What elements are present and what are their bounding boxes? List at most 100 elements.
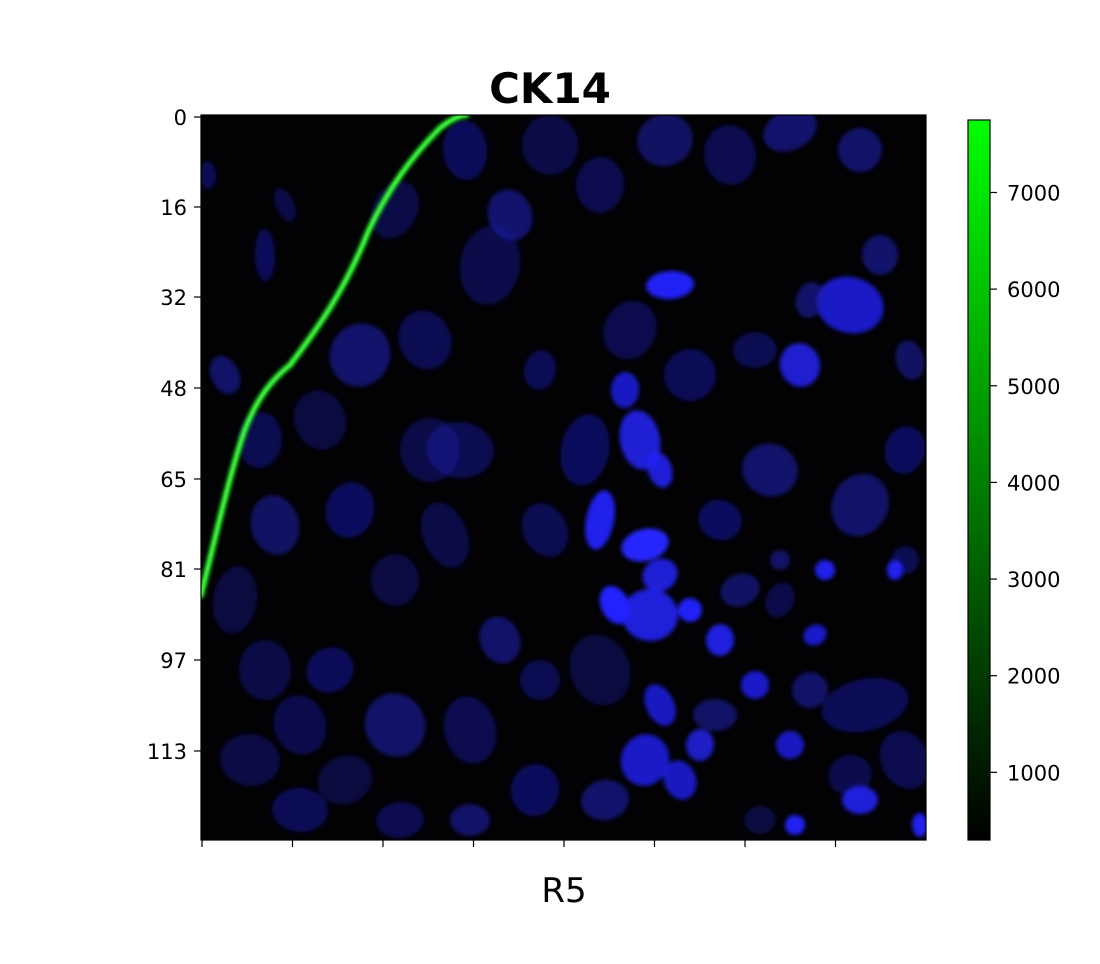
colorbar-tick: 5000 bbox=[990, 375, 1060, 399]
colorbar-tick: 3000 bbox=[990, 568, 1060, 592]
y-tick-label: 65 bbox=[160, 468, 187, 492]
colorbar-tick-label: 2000 bbox=[1007, 665, 1060, 689]
cell-nucleus bbox=[610, 372, 640, 408]
colorbar: 1000 2000 3000 4000 5000 6000 7000 bbox=[967, 119, 1060, 841]
colorbar-tick-label: 3000 bbox=[1007, 568, 1060, 592]
cell-nucleus bbox=[693, 698, 737, 732]
cell-nucleus bbox=[523, 350, 557, 390]
colorbar-tick: 1000 bbox=[990, 761, 1060, 785]
cell-nucleus bbox=[698, 499, 742, 541]
colorbar-gradient bbox=[968, 120, 990, 840]
cell-nucleus bbox=[664, 349, 716, 401]
x-axis-label: R5 bbox=[541, 871, 586, 911]
y-tick: 0 bbox=[174, 106, 201, 130]
cell-nucleus bbox=[637, 115, 693, 167]
cell-nucleus bbox=[370, 554, 420, 606]
y-tick-label: 32 bbox=[160, 286, 187, 310]
cell-nucleus bbox=[620, 734, 670, 786]
cell-nucleus bbox=[647, 452, 673, 488]
cell-nucleus bbox=[329, 323, 391, 387]
cell-nucleus bbox=[619, 410, 661, 470]
cell-nucleus bbox=[763, 115, 817, 152]
colorbar-ticks: 1000 2000 3000 4000 5000 6000 7000 bbox=[990, 181, 1060, 785]
cell-nucleus bbox=[254, 229, 276, 281]
cell-nucleus bbox=[510, 764, 560, 816]
cell-nucleus bbox=[603, 300, 657, 360]
cell-nucleus bbox=[733, 331, 777, 369]
colorbar-tick: 7000 bbox=[990, 181, 1060, 205]
cell-nucleus bbox=[569, 634, 631, 706]
cell-nucleus bbox=[770, 550, 790, 570]
y-tick-label: 97 bbox=[160, 649, 187, 673]
cell-nucleus bbox=[220, 733, 280, 787]
cell-nucleus bbox=[364, 693, 426, 757]
cell-nucleus bbox=[705, 624, 735, 656]
cell-nucleus bbox=[742, 443, 798, 497]
microscopy-image bbox=[201, 115, 926, 840]
nuclei-layer bbox=[201, 115, 926, 839]
cell-nucleus bbox=[250, 495, 300, 555]
cell-nucleus bbox=[821, 677, 909, 733]
cell-nucleus bbox=[815, 560, 835, 580]
y-axis-ticks: 0 16 32 48 65 81 97 113 bbox=[147, 106, 201, 764]
cell-nucleus bbox=[911, 813, 926, 837]
cell-nucleus bbox=[306, 647, 354, 693]
colorbar-tick-label: 1000 bbox=[1007, 761, 1060, 785]
cell-nucleus bbox=[879, 731, 926, 789]
cell-nucleus bbox=[685, 729, 715, 761]
cell-nucleus bbox=[274, 188, 296, 222]
y-tick: 113 bbox=[147, 740, 201, 764]
cell-nucleus bbox=[442, 120, 488, 180]
ck14-signal-layer bbox=[201, 115, 471, 600]
cell-nucleus bbox=[642, 558, 678, 592]
cell-nucleus bbox=[887, 560, 903, 580]
y-tick-label: 16 bbox=[160, 196, 187, 220]
cell-nucleus bbox=[521, 115, 579, 175]
colorbar-tick-label: 7000 bbox=[1007, 181, 1060, 205]
cell-nucleus bbox=[212, 566, 258, 634]
cell-nucleus bbox=[792, 672, 828, 708]
cell-nucleus bbox=[560, 414, 610, 486]
cell-nucleus bbox=[581, 779, 629, 821]
cell-nucleus bbox=[621, 528, 669, 562]
cell-nucleus bbox=[861, 235, 899, 275]
cell-nucleus bbox=[398, 310, 452, 370]
cell-nucleus bbox=[663, 760, 697, 800]
y-tick-label: 48 bbox=[160, 377, 187, 401]
cell-nucleus bbox=[426, 421, 494, 479]
cell-nucleus bbox=[765, 582, 795, 618]
cell-nucleus bbox=[325, 482, 375, 538]
cell-nucleus bbox=[459, 225, 521, 305]
cell-nucleus bbox=[209, 355, 241, 395]
cell-nucleus bbox=[744, 805, 776, 835]
cell-nucleus bbox=[376, 801, 424, 839]
cell-nucleus bbox=[317, 755, 373, 805]
y-tick-label: 113 bbox=[147, 740, 187, 764]
cell-nucleus bbox=[816, 276, 884, 334]
cell-nucleus bbox=[678, 598, 702, 622]
y-tick: 65 bbox=[160, 468, 201, 492]
cell-nucleus bbox=[575, 157, 625, 213]
y-tick: 81 bbox=[160, 558, 201, 582]
y-tick: 32 bbox=[160, 286, 201, 310]
cell-nucleus bbox=[741, 671, 769, 699]
cell-nucleus bbox=[272, 787, 328, 833]
y-tick: 97 bbox=[160, 649, 201, 673]
cell-nucleus bbox=[521, 503, 569, 557]
colorbar-tick: 6000 bbox=[990, 278, 1060, 302]
cell-nucleus bbox=[644, 684, 676, 726]
figure-title: CK14 bbox=[489, 64, 611, 113]
cell-nucleus bbox=[293, 390, 347, 450]
cell-nucleus bbox=[803, 624, 827, 646]
cell-nucleus bbox=[622, 588, 678, 642]
cell-nucleus bbox=[779, 343, 821, 387]
cell-nucleus bbox=[828, 754, 872, 796]
cell-nucleus bbox=[239, 640, 291, 700]
cell-nucleus bbox=[201, 161, 217, 189]
cell-nucleus bbox=[585, 490, 615, 550]
cell-nucleus bbox=[884, 426, 926, 474]
cell-nucleus bbox=[599, 585, 631, 625]
cell-nucleus bbox=[795, 282, 825, 318]
